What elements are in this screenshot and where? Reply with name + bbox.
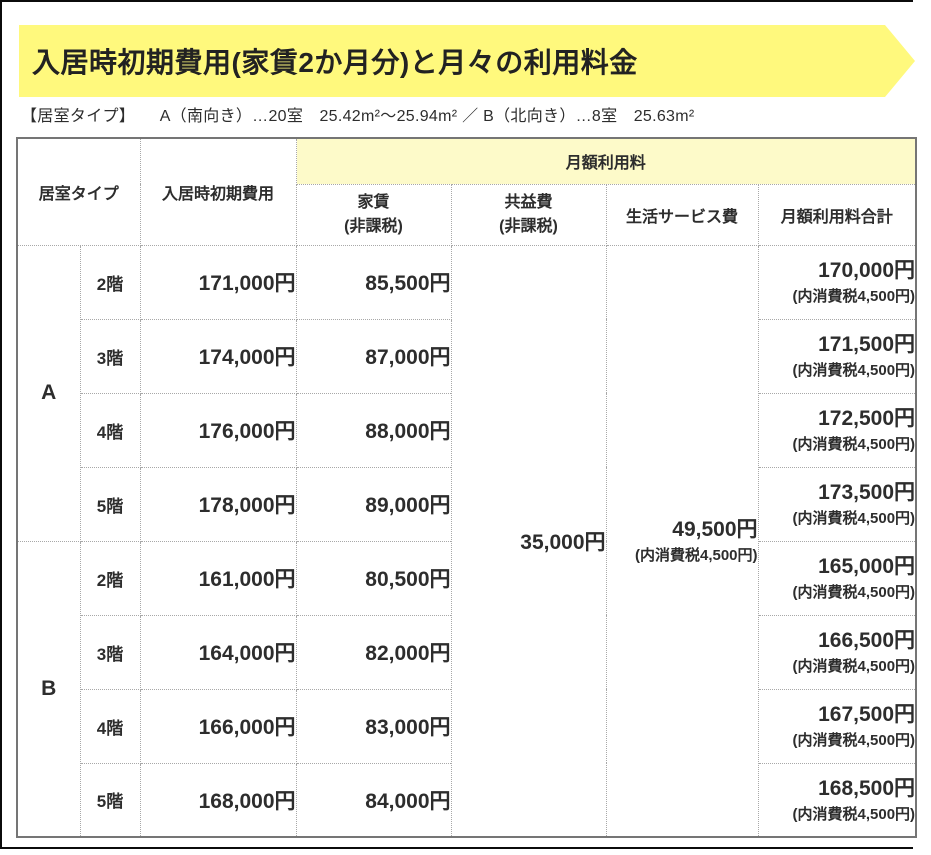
total-cell: 167,500円 (内消費税4,500円) <box>757 688 917 764</box>
header-service-fee: 生活サービス費 <box>605 183 759 246</box>
total-cell: 171,500円 (内消費税4,500円) <box>757 318 917 394</box>
total-cell: 165,000円 (内消費税4,500円) <box>757 540 917 616</box>
total-value: 168,500円 <box>818 776 916 800</box>
room-type-b-cell: B <box>16 540 81 838</box>
floor-cell: 4階 <box>79 688 141 764</box>
initial-cost-cell: 168,000円 <box>139 762 297 838</box>
total-value: 173,500円 <box>818 481 916 504</box>
initial-cost-cell: 178,000円 <box>139 466 297 542</box>
table-row-a-3f: 3階 174,000円 87,000円 171,500円 (内消費税4,500円… <box>17 318 917 394</box>
total-cell: 170,000円 (内消費税4,500円) <box>757 244 917 320</box>
total-value: 172,500円 <box>818 407 916 430</box>
table-header-row-2: 家賃 (非課税) 共益費 (非課税) 生活サービス費 月額利用料合計 <box>17 183 917 246</box>
rent-cell: 80,500円 <box>295 540 452 616</box>
total-tax-note: (内消費税4,500円) <box>792 362 916 379</box>
total-tax-note: (内消費税4,500円) <box>792 510 916 527</box>
floor-cell: 3階 <box>79 614 141 690</box>
total-value: 167,500円 <box>818 703 916 726</box>
page-title: 入居時初期費用(家賃2か月分)と月々の利用料金 <box>32 47 638 78</box>
floor-cell: 5階 <box>79 762 141 838</box>
total-cell: 166,500円 (内消費税4,500円) <box>757 614 917 690</box>
table-row-a-5f: 5階 178,000円 89,000円 173,500円 (内消費税4,500円… <box>17 466 917 542</box>
header-rent-taxfree: (非課税) <box>344 217 403 235</box>
header-common-fee-label: 共益費 <box>504 193 553 211</box>
total-tax-note: (内消費税4,500円) <box>792 436 916 453</box>
initial-cost-cell: 161,000円 <box>139 540 297 616</box>
table-row-b-4f: 4階 166,000円 83,000円 167,500円 (内消費税4,500円… <box>17 688 917 764</box>
header-monthly-total: 月額利用料合計 <box>757 183 917 246</box>
rent-cell: 87,000円 <box>295 318 452 394</box>
rent-cell: 82,000円 <box>295 614 452 690</box>
floor-cell: 3階 <box>79 318 141 394</box>
total-tax-note: (内消費税4,500円) <box>792 288 916 305</box>
floor-cell: 5階 <box>79 466 141 542</box>
header-rent: 家賃 (非課税) <box>295 183 452 246</box>
total-value: 166,500円 <box>818 629 916 652</box>
total-value: 165,000円 <box>818 555 916 578</box>
initial-cost-cell: 166,000円 <box>139 688 297 764</box>
common-fee-cell: 35,000円 <box>450 244 607 838</box>
header-initial-cost: 入居時初期費用 <box>139 137 297 246</box>
initial-cost-cell: 174,000円 <box>139 318 297 394</box>
table-row-b-3f: 3階 164,000円 82,000円 166,500円 (内消費税4,500円… <box>17 614 917 690</box>
total-tax-note: (内消費税4,500円) <box>792 805 916 823</box>
total-value: 171,500円 <box>818 333 916 356</box>
floor-cell: 2階 <box>79 540 141 616</box>
service-fee-tax-note: (内消費税4,500円) <box>634 546 758 564</box>
total-tax-note: (内消費税4,500円) <box>792 658 916 675</box>
floor-cell: 2階 <box>79 244 141 320</box>
table-row-a-4f: 4階 176,000円 88,000円 172,500円 (内消費税4,500円… <box>17 392 917 468</box>
rent-cell: 85,500円 <box>295 244 452 320</box>
header-room-type: 居室タイプ <box>16 137 141 246</box>
title-banner: 入居時初期費用(家賃2か月分)と月々の利用料金 <box>19 25 915 97</box>
rent-cell: 83,000円 <box>295 688 452 764</box>
header-monthly-fee-group: 月額利用料 <box>295 137 917 185</box>
room-type-legend: 【居室タイプ】 A（南向き）…20室 25.42m²～25.94m² ／ B（北… <box>21 108 695 125</box>
total-value: 170,000円 <box>818 259 916 282</box>
total-tax-note: (内消費税4,500円) <box>792 732 916 749</box>
pricing-table: 居室タイプ 入居時初期費用 月額利用料 家賃 (非課税) 共益費 (非課税) 生… <box>16 137 918 838</box>
header-common-fee: 共益費 (非課税) <box>450 183 607 246</box>
rent-cell: 88,000円 <box>295 392 452 468</box>
table-row-b-5f: 5階 168,000円 84,000円 168,500円 (内消費税4,500円… <box>17 762 917 838</box>
initial-cost-cell: 176,000円 <box>139 392 297 468</box>
total-cell: 168,500円 (内消費税4,500円) <box>757 762 917 838</box>
initial-cost-cell: 171,000円 <box>139 244 297 320</box>
rent-cell: 89,000円 <box>295 466 452 542</box>
header-rent-label: 家賃 <box>357 193 390 211</box>
header-common-fee-taxfree: (非課税) <box>499 217 558 235</box>
total-cell: 173,500円 (内消費税4,500円) <box>757 466 917 542</box>
table-header-row-1: 居室タイプ 入居時初期費用 月額利用料 <box>16 137 917 246</box>
total-tax-note: (内消費税4,500円) <box>792 584 916 601</box>
room-type-a-cell: A <box>16 244 81 542</box>
total-cell: 172,500円 (内消費税4,500円) <box>757 392 917 468</box>
initial-cost-cell: 164,000円 <box>139 614 297 690</box>
floor-cell: 4階 <box>79 392 141 468</box>
table-row-a-2f: A 2階 171,000円 85,500円 35,000円 49,500円 (内… <box>16 244 917 838</box>
page-frame: 入居時初期費用(家賃2か月分)と月々の利用料金 【居室タイプ】 A（南向き）…2… <box>0 0 918 849</box>
service-fee-value: 49,500円 <box>672 517 758 541</box>
service-fee-cell: 49,500円 (内消費税4,500円) <box>605 244 759 838</box>
rent-cell: 84,000円 <box>295 762 452 838</box>
